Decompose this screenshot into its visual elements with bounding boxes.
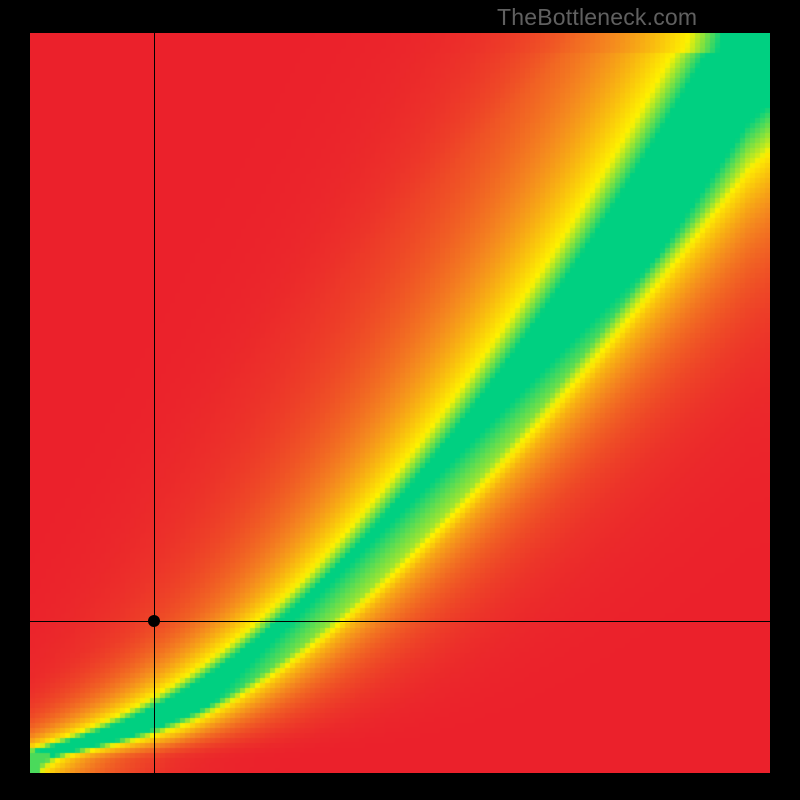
selected-point[interactable] <box>148 615 160 627</box>
heatmap-canvas <box>30 33 770 773</box>
watermark-text: TheBottleneck.com <box>497 4 697 31</box>
heatmap-plot <box>30 33 770 773</box>
